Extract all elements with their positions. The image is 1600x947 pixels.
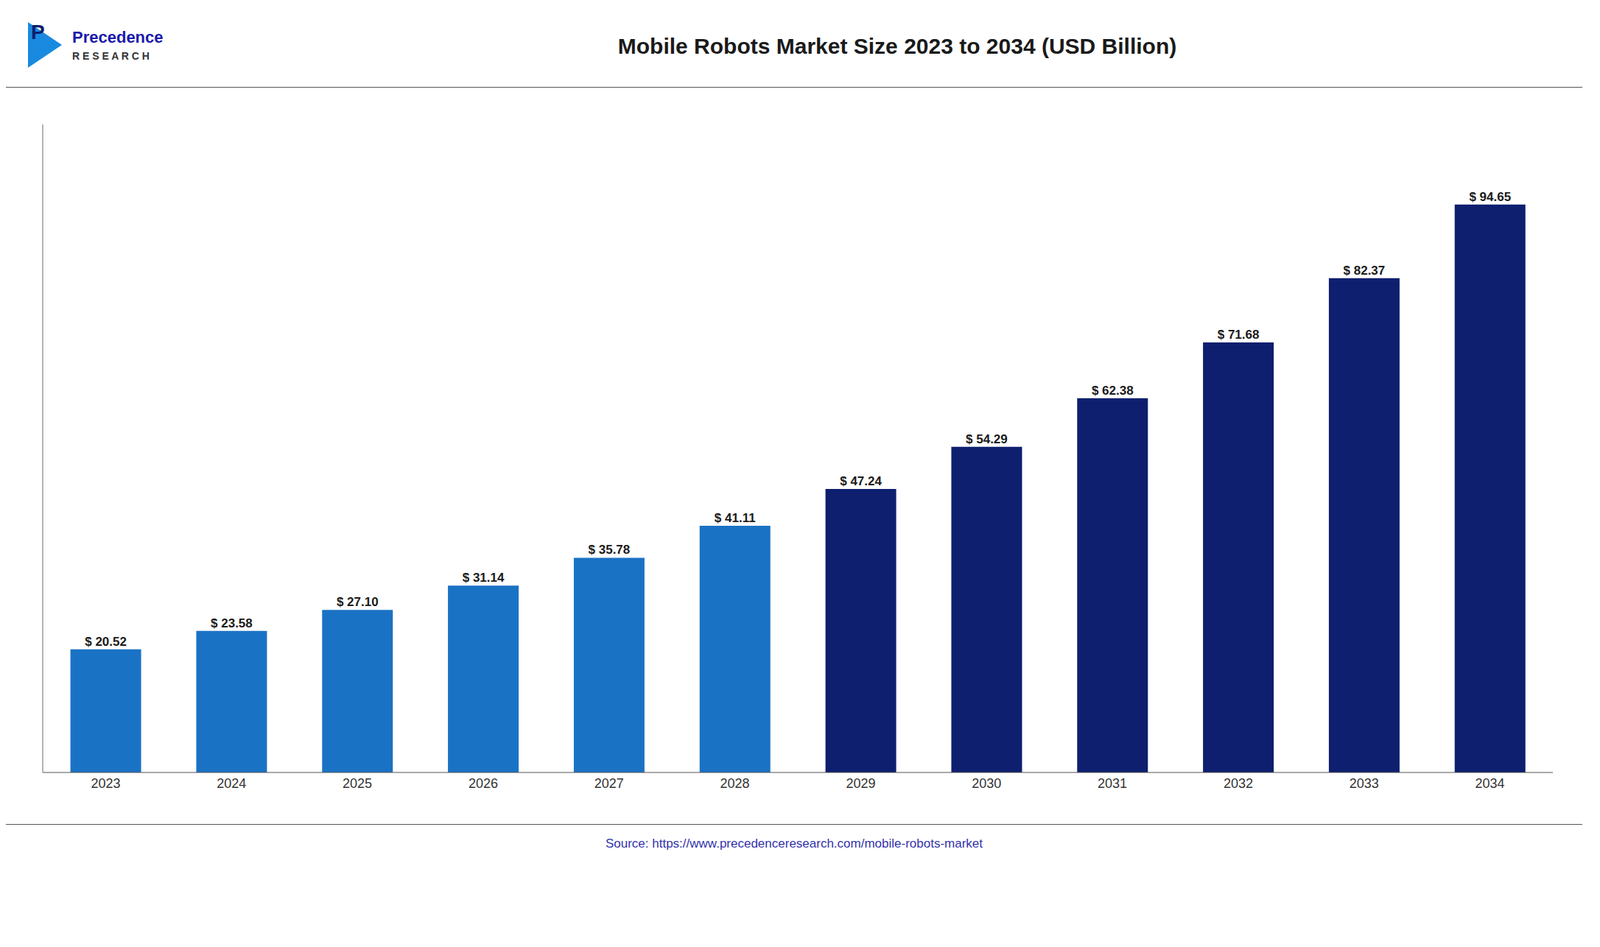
html-text:Source: https://www.precedence: Source: https://www.precedenceresearch.c…: [605, 836, 983, 851]
svg-text:$ 94.65: $ 94.65: [1468, 190, 1511, 205]
svg-text:2033: 2033: [1349, 776, 1380, 792]
svg-text:2031: 2031: [1097, 776, 1128, 792]
svg-text:$ 35.78: $ 35.78: [588, 542, 631, 557]
svg-text:$ 47.24: $ 47.24: [839, 474, 882, 489]
html-text:P: P: [30, 20, 45, 44]
svg-text:$ 31.14: $ 31.14: [462, 570, 505, 585]
svg-text:2025: 2025: [342, 776, 373, 792]
html-text:Mobile Robots Market Size 2023: Mobile Robots Market Size 2023 to 2034 (…: [617, 33, 1177, 59]
svg-text:2029: 2029: [845, 776, 876, 792]
html-text:Precedence: Precedence: [72, 27, 164, 47]
svg-text:$ 41.11: $ 41.11: [714, 511, 756, 526]
svg-text:2032: 2032: [1223, 776, 1254, 792]
html-text:R E S E A R C H: R E S E A R C H: [72, 50, 150, 62]
svg-text:$ 20.52: $ 20.52: [84, 634, 127, 649]
svg-text:$ 54.29: $ 54.29: [965, 432, 1008, 447]
svg-text:2026: 2026: [468, 776, 498, 792]
svg-text:$ 27.10: $ 27.10: [336, 595, 379, 610]
svg-text:$ 82.37: $ 82.37: [1343, 263, 1386, 278]
svg-text:2030: 2030: [971, 776, 1002, 792]
svg-text:$ 62.38: $ 62.38: [1091, 383, 1134, 398]
svg-text:$ 71.68: $ 71.68: [1217, 327, 1260, 342]
svg-text:2024: 2024: [216, 776, 247, 792]
svg-text:2027: 2027: [594, 776, 624, 792]
svg-text:$ 23.58: $ 23.58: [210, 616, 253, 631]
svg-text:2034: 2034: [1475, 776, 1505, 792]
svg-text:2023: 2023: [90, 776, 121, 792]
svg-text:2028: 2028: [720, 776, 750, 792]
